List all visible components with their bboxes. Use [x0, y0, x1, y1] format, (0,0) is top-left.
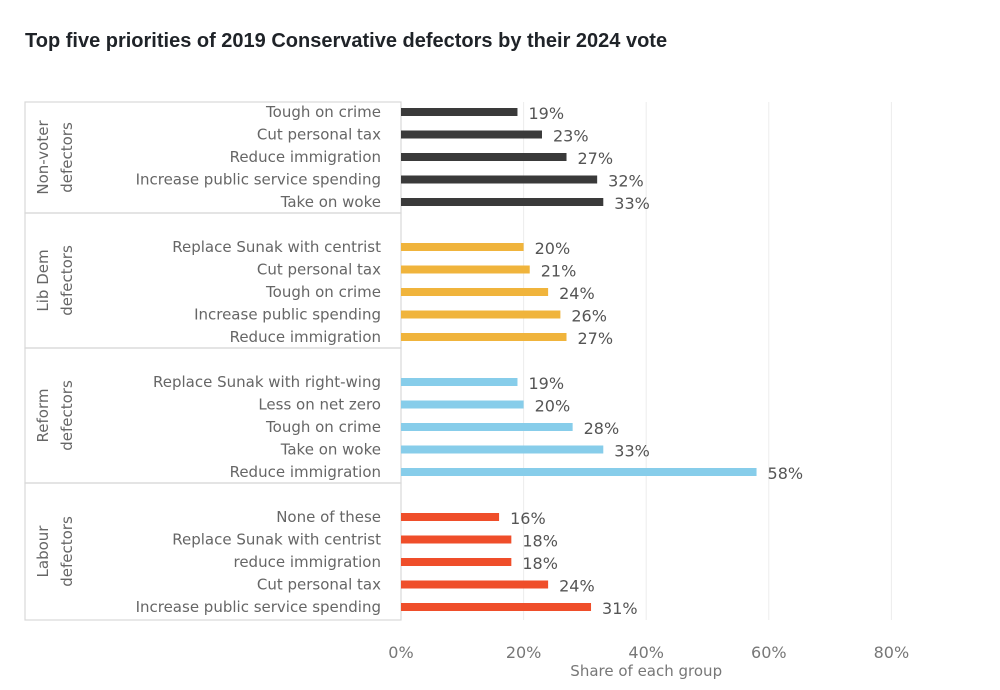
- group-label: defectors: [58, 380, 76, 451]
- category-label: Cut personal tax: [257, 261, 381, 279]
- data-label: 26%: [571, 307, 607, 326]
- category-label: Tough on crime: [265, 283, 381, 301]
- data-label: 21%: [541, 262, 577, 281]
- category-label: Increase public spending: [194, 306, 381, 324]
- x-axis-label: Share of each group: [570, 662, 722, 680]
- x-tick-label: 80%: [874, 643, 910, 662]
- category-label: Take on woke: [280, 441, 381, 459]
- data-label: 20%: [535, 397, 571, 416]
- category-label: Reduce immigration: [230, 328, 381, 346]
- bar: [401, 175, 598, 184]
- group-label: defectors: [58, 245, 76, 316]
- chart-title: Top five priorities of 2019 Conservative…: [25, 30, 668, 52]
- category-label: Increase public service spending: [136, 598, 381, 616]
- bar: [401, 603, 592, 611]
- category-label: Tough on crime: [265, 418, 381, 436]
- group-box: [24, 482, 402, 621]
- category-label: reduce immigration: [233, 553, 381, 571]
- data-label: 27%: [578, 329, 614, 348]
- data-label: 31%: [602, 599, 638, 618]
- bar: [401, 153, 567, 161]
- bar: [401, 423, 573, 431]
- x-tick-label: 20%: [506, 643, 542, 662]
- bar: [401, 400, 524, 409]
- data-label: 18%: [522, 532, 558, 551]
- data-label: 23%: [553, 127, 589, 146]
- x-tick-label: 0%: [388, 643, 413, 662]
- x-tick-label: 60%: [751, 643, 787, 662]
- bar: [401, 288, 549, 296]
- category-label: Take on woke: [280, 193, 381, 211]
- data-label: 19%: [528, 104, 564, 123]
- bar: [401, 333, 567, 341]
- bar: [401, 378, 518, 386]
- bar: [401, 198, 604, 206]
- group-label: Lib Dem: [34, 249, 52, 311]
- category-label: Increase public service spending: [136, 171, 381, 189]
- group-label: defectors: [58, 516, 76, 587]
- category-label: Replace Sunak with centrist: [172, 531, 381, 549]
- category-label: None of these: [276, 508, 381, 526]
- category-label: Less on net zero: [258, 396, 381, 414]
- bar: [401, 130, 542, 139]
- data-label: 33%: [614, 194, 650, 213]
- x-tick-label: 40%: [628, 643, 664, 662]
- data-label: 24%: [559, 577, 595, 596]
- category-label: Tough on crime: [265, 103, 381, 121]
- group-label: defectors: [58, 122, 76, 193]
- data-label: 27%: [578, 149, 614, 168]
- bar: [401, 468, 757, 476]
- group-label: Non-voter: [34, 120, 52, 195]
- bar: [401, 535, 512, 544]
- data-label: 58%: [768, 464, 804, 483]
- group-label: Reform: [34, 389, 52, 443]
- category-label: Reduce immigration: [230, 148, 381, 166]
- category-label: Replace Sunak with centrist: [172, 238, 381, 256]
- data-label: 32%: [608, 172, 644, 191]
- bar: [401, 108, 518, 116]
- bar: [401, 513, 500, 521]
- data-label: 28%: [584, 419, 620, 438]
- category-label: Reduce immigration: [230, 463, 381, 481]
- data-label: 20%: [535, 239, 571, 258]
- category-label: Cut personal tax: [257, 576, 381, 594]
- category-label: Cut personal tax: [257, 126, 381, 144]
- data-label: 18%: [522, 554, 558, 573]
- data-label: 16%: [510, 509, 546, 528]
- group-label: Labour: [34, 525, 52, 578]
- data-label: 19%: [528, 374, 564, 393]
- bar: [401, 310, 561, 319]
- data-label: 24%: [559, 284, 595, 303]
- bar: [401, 558, 512, 566]
- data-label: 33%: [614, 442, 650, 461]
- bar: [401, 580, 549, 589]
- category-label: Replace Sunak with right-wing: [153, 373, 381, 391]
- bar: [401, 243, 524, 251]
- bar: [401, 265, 530, 274]
- bar: [401, 445, 604, 454]
